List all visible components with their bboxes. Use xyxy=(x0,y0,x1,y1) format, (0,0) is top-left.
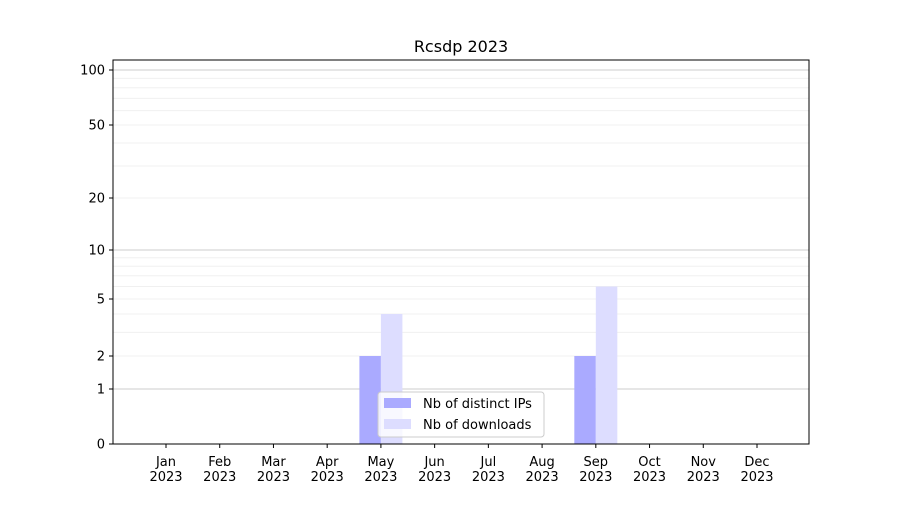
x-tick-label: Jan xyxy=(155,455,176,470)
x-tick-label: 2023 xyxy=(526,470,559,485)
x-tick-label: Apr xyxy=(316,455,339,470)
x-tick-label: 2023 xyxy=(418,470,451,485)
x-tick-label: 2023 xyxy=(687,470,720,485)
bar-nb-of-distinct-ips xyxy=(359,356,381,444)
x-tick-label: 2023 xyxy=(364,470,397,485)
legend-label: Nb of downloads xyxy=(423,418,532,433)
chart-title: Rcsdp 2023 xyxy=(414,37,508,56)
legend-swatch xyxy=(384,398,411,408)
x-tick-label: 2023 xyxy=(311,470,344,485)
x-tick-label: Nov xyxy=(691,455,717,470)
y-tick-label: 50 xyxy=(88,119,105,134)
y-tick-label: 100 xyxy=(80,64,105,79)
y-tick-label: 5 xyxy=(97,293,105,308)
x-tick-label: Mar xyxy=(261,455,286,470)
y-tick-label: 1 xyxy=(97,383,105,398)
x-tick-label: 2023 xyxy=(633,470,666,485)
x-tick-label: 2023 xyxy=(472,470,505,485)
legend-swatch xyxy=(384,419,411,429)
x-tick-label: May xyxy=(367,455,394,470)
bar-nb-of-downloads xyxy=(595,286,618,444)
plot-frame xyxy=(112,59,810,445)
y-tick-label: 2 xyxy=(97,350,105,365)
x-tick-label: Feb xyxy=(208,455,231,470)
x-tick-label: Dec xyxy=(744,455,769,470)
x-tick-label: 2023 xyxy=(203,470,236,485)
x-tick-label: 2023 xyxy=(257,470,290,485)
bar-nb-of-distinct-ips xyxy=(574,356,596,444)
x-tick-label: Jun xyxy=(423,455,444,470)
y-tick-label: 10 xyxy=(88,244,105,259)
y-tick-label: 20 xyxy=(88,192,105,207)
x-tick-label: 2023 xyxy=(149,470,182,485)
legend-box xyxy=(377,391,545,438)
y-tick-label: 0 xyxy=(97,438,105,453)
legend-label: Nb of distinct IPs xyxy=(423,397,532,412)
x-tick-label: 2023 xyxy=(740,470,773,485)
x-tick-label: Jul xyxy=(480,455,497,470)
x-tick-label: 2023 xyxy=(579,470,612,485)
x-tick-label: Oct xyxy=(638,455,660,470)
x-tick-label: Sep xyxy=(584,455,609,470)
x-tick-label: Aug xyxy=(529,455,554,470)
